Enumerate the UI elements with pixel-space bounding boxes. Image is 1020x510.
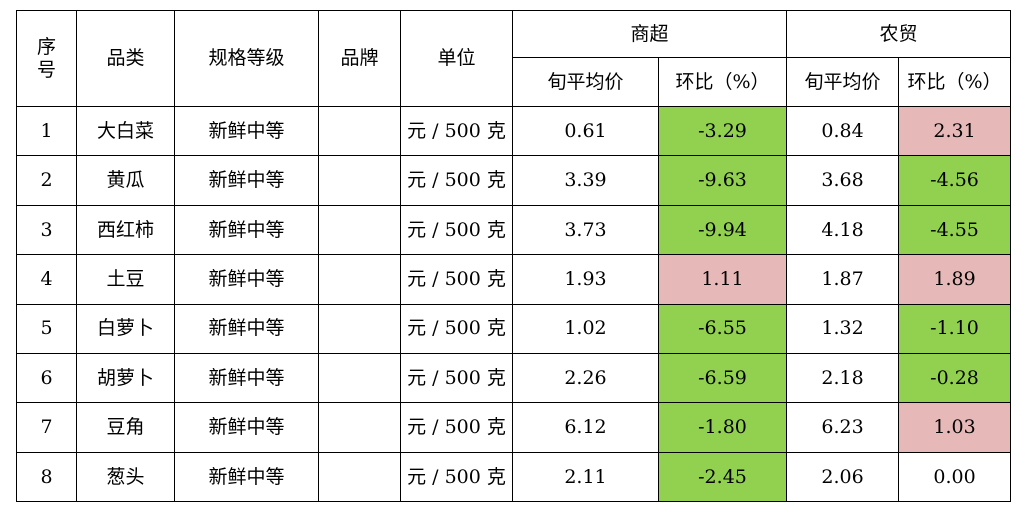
cell-supermarket-avg-price: 1.93: [512, 254, 659, 305]
cell-market-change: 0.00: [898, 451, 1012, 503]
cell-seq: 4: [16, 254, 77, 305]
cell-supermarket-change: -2.45: [657, 451, 788, 503]
header-seq: 序 号: [16, 10, 77, 107]
cell-market-change: 2.31: [898, 105, 1012, 157]
cell-seq: 3: [16, 204, 77, 256]
cell-supermarket-change: -3.29: [657, 105, 788, 157]
cell-unit: 元 / 500 克: [400, 352, 513, 404]
table-body: 1 大白菜 新鲜中等元 / 500 克 0.61 -3.29 0.84 2.31 2 黄瓜 新鲜中…: [16, 105, 1012, 503]
cell-category: 西红柿: [76, 204, 175, 256]
cell-supermarket-avg-price: 3.73: [512, 204, 659, 256]
cell-supermarket-change: -9.63: [657, 155, 788, 206]
cell-brand: [318, 352, 401, 404]
cell-supermarket-change: -6.55: [657, 303, 788, 354]
cell-market-avg-price: 2.06: [786, 451, 900, 503]
table-row: 5 白萝卜 新鲜中等 元 / 500 克 1.02 -6.55 1.32 -1.10: [16, 303, 1012, 354]
cell-category: 黄瓜: [76, 155, 175, 206]
header-grade: 规格等级: [174, 10, 319, 107]
table-row: 1 大白菜 新鲜中等 元 / 500 克 0.61 -3.29 0.84 2.31: [16, 105, 1012, 157]
cell-grade: 新鲜中等: [174, 155, 319, 206]
table-row: 6 胡萝卜 新鲜中等 元 / 500 克 2.26 -6.59 2.18 -0.28: [16, 352, 1012, 404]
cell-grade: 新鲜中等: [174, 451, 319, 503]
table-row: 7 豆角 新鲜中等 元 / 500 克 6.12 -1.80 6.23 1.03: [16, 402, 1012, 453]
header-seq-char-2: 号: [36, 58, 56, 81]
table-row: 4 土豆 新鲜中等 元 / 500 克 1.93 1.11 1.87 1.89: [16, 254, 1012, 305]
cell-grade: 新鲜中等: [174, 402, 319, 453]
header-supermarket-change: 环比（%）: [657, 57, 788, 107]
cell-unit: 元 / 500 克: [400, 155, 513, 206]
cell-seq: 5: [16, 303, 77, 354]
cell-brand: [318, 155, 401, 206]
cell-brand: [318, 204, 401, 256]
cell-supermarket-avg-price: 1.02: [512, 303, 659, 354]
cell-market-avg-price: 6.23: [786, 402, 900, 453]
cell-supermarket-avg-price: 2.26: [512, 352, 659, 404]
cell-category: 葱头: [76, 451, 175, 503]
header-unit: 单位: [400, 10, 513, 107]
cell-grade: 新鲜中等: [174, 204, 319, 256]
cell-supermarket-change: -9.94: [657, 204, 788, 256]
cell-market-change: -0.28: [898, 352, 1012, 404]
cell-market-change: -4.56: [898, 155, 1012, 206]
cell-unit: 元 / 500 克: [400, 254, 513, 305]
cell-category: 豆角: [76, 402, 175, 453]
cell-grade: 新鲜中等: [174, 352, 319, 404]
header-market: 农贸: [786, 10, 1012, 58]
header-supermarket-avg-price: 旬平均价: [512, 57, 659, 107]
cell-seq: 2: [16, 155, 77, 206]
header-brand: 品牌: [318, 10, 401, 107]
cell-unit: 元 / 500 克: [400, 204, 513, 256]
cell-market-change: -1.10: [898, 303, 1012, 354]
cell-supermarket-avg-price: 0.61: [512, 105, 659, 157]
cell-category: 大白菜: [76, 105, 175, 157]
cell-market-avg-price: 3.68: [786, 155, 900, 206]
cell-market-change: 1.89: [898, 254, 1012, 305]
cell-seq: 7: [16, 402, 77, 453]
cell-supermarket-change: -1.80: [657, 402, 788, 453]
cell-seq: 6: [16, 352, 77, 404]
cell-supermarket-change: -6.59: [657, 352, 788, 404]
header-category: 品类: [76, 10, 175, 107]
cell-market-avg-price: 2.18: [786, 352, 900, 404]
cell-grade: 新鲜中等: [174, 105, 319, 157]
price-table: 序 号 品类 规格等级 品牌 单位 商超 农贸 旬平均价 环比（%） 旬平均价 …: [16, 10, 1012, 503]
cell-category: 白萝卜: [76, 303, 175, 354]
cell-supermarket-change: 1.11: [657, 254, 788, 305]
cell-brand: [318, 303, 401, 354]
cell-market-avg-price: 1.87: [786, 254, 900, 305]
cell-supermarket-avg-price: 6.12: [512, 402, 659, 453]
cell-seq: 1: [16, 105, 77, 157]
table-row: 3 西红柿 新鲜中等 元 / 500 克 3.73 -9.94 4.18 -4.55: [16, 204, 1012, 256]
cell-market-avg-price: 0.84: [786, 105, 900, 157]
cell-market-avg-price: 4.18: [786, 204, 900, 256]
cell-grade: 新鲜中等: [174, 303, 319, 354]
cell-seq: 8: [16, 451, 77, 503]
cell-brand: [318, 402, 401, 453]
cell-supermarket-avg-price: 2.11: [512, 451, 659, 503]
cell-category: 土豆: [76, 254, 175, 305]
cell-brand: [318, 105, 401, 157]
cell-unit: 元 / 500 克: [400, 105, 513, 157]
cell-unit: 元 / 500 克: [400, 303, 513, 354]
cell-unit: 元 / 500 克: [400, 451, 513, 503]
table-row: 8 葱头 新鲜中等 元 / 500 克 2.11 -2.45 2.06 0.00: [16, 451, 1012, 503]
header-market-change: 环比（%）: [898, 57, 1012, 107]
cell-brand: [318, 451, 401, 503]
cell-supermarket-avg-price: 3.39: [512, 155, 659, 206]
cell-market-change: -4.55: [898, 204, 1012, 256]
header-seq-char-1: 序: [36, 35, 56, 58]
cell-market-change: 1.03: [898, 402, 1012, 453]
cell-grade: 新鲜中等: [174, 254, 319, 305]
cell-category: 胡萝卜: [76, 352, 175, 404]
cell-unit: 元 / 500 克: [400, 402, 513, 453]
header-market-avg-price: 旬平均价: [786, 57, 900, 107]
cell-brand: [318, 254, 401, 305]
cell-market-avg-price: 1.32: [786, 303, 900, 354]
header-supermarket: 商超: [511, 10, 788, 58]
table-row: 2 黄瓜 新鲜中等 元 / 500 克 3.39 -9.63 3.68 -4.56: [16, 155, 1012, 206]
